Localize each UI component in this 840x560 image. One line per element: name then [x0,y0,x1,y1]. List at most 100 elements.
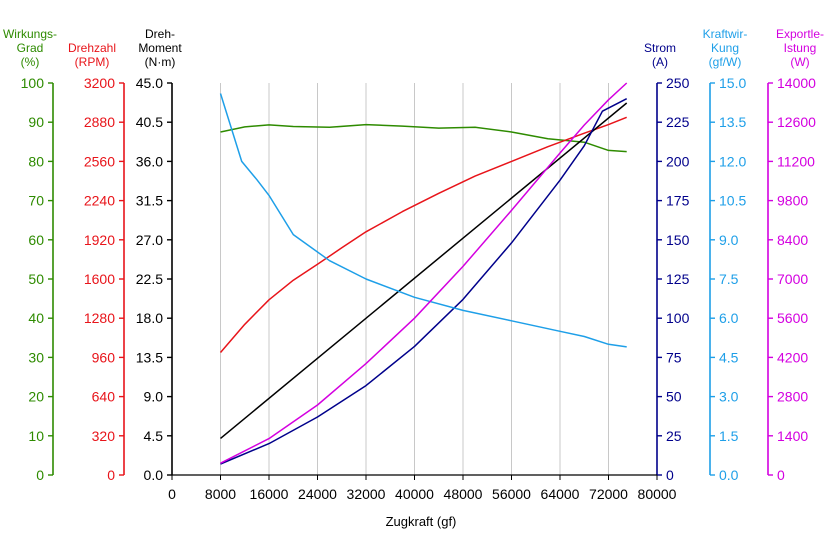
kw-tick-label: 15.0 [719,75,746,91]
eff-tick-label: 90 [28,114,44,130]
eff-tick-label: 50 [28,271,44,287]
rpm-tick-label: 2880 [84,114,115,130]
kw-tick-label: 0.0 [719,467,739,483]
rpm-tick-label: 1920 [84,232,115,248]
power-tick-label: 2800 [777,389,808,405]
current-tick-label: 25 [666,428,682,444]
power-tick-label: 11200 [777,153,815,169]
grid [220,83,658,475]
torque-tick-label: 13.5 [136,349,163,365]
kw-tick-label: 9.0 [719,232,739,248]
rpm-tick-label: 1600 [84,271,115,287]
rpm-tick-label: 2240 [84,193,115,209]
torque-tick-label: 45.0 [136,75,163,91]
torque-tick-label: 18.0 [136,310,163,326]
power-tick-label: 0 [777,467,785,483]
x-tick-label: 72000 [589,486,628,502]
torque-axis-title: (N·m) [145,55,176,69]
current-axis-title: Strom [644,41,676,55]
power-tick-label: 5600 [777,310,808,326]
x-tick-label: 64000 [541,486,580,502]
kw-tick-label: 7.5 [719,271,739,287]
kw-tick-label: 1.5 [719,428,739,444]
x-tick-label: 16000 [250,486,289,502]
rpm-tick-label: 960 [92,349,116,365]
torque-axis-title: Moment [138,41,182,55]
kw-tick-label: 4.5 [719,349,739,365]
power-axis-title: Exportle- [776,27,824,41]
current-tick-label: 150 [666,232,690,248]
kw-tick-label: 3.0 [719,389,739,405]
eff-series-line [220,123,627,153]
rpm-tick-label: 320 [92,428,116,444]
power-tick-label: 12600 [777,114,816,130]
eff-tick-label: 80 [28,153,44,169]
torque-tick-label: 0.0 [144,467,164,483]
x-tick-label: 24000 [298,486,337,502]
x-tick-label: 80000 [638,486,677,502]
current-tick-label: 100 [666,310,690,326]
eff-axis-title: Grad [17,41,44,55]
rpm-tick-label: 640 [92,389,116,405]
torque-axis-title: Dreh- [145,27,175,41]
current-tick-label: 250 [666,75,690,91]
torque-series-line [220,102,628,439]
rpm-tick-label: 3200 [84,75,115,91]
eff-tick-label: 20 [28,389,44,405]
eff-axis-title: (%) [21,55,40,69]
x-tick-label: 48000 [444,486,483,502]
x-tick-label: 56000 [492,486,531,502]
eff-tick-label: 10 [28,428,44,444]
torque-tick-label: 40.5 [136,114,163,130]
power-tick-label: 8400 [777,232,808,248]
torque-tick-label: 4.5 [144,428,164,444]
x-tick-label: 8000 [205,486,236,502]
eff-tick-label: 100 [21,75,45,91]
kw-axis-title: Kung [711,41,739,55]
power-tick-label: 14000 [777,75,816,91]
kw-tick-label: 10.5 [719,193,746,209]
rpm-tick-label: 2560 [84,153,115,169]
current-series-line [220,98,628,465]
current-tick-label: 75 [666,349,682,365]
torque-tick-label: 36.0 [136,153,163,169]
current-tick-label: 225 [666,114,690,130]
power-tick-label: 4200 [777,349,808,365]
current-tick-label: 50 [666,389,682,405]
power-tick-label: 9800 [777,193,808,209]
rpm-tick-label: 1280 [84,310,115,326]
current-axis-title: (A) [652,55,668,69]
kw-tick-label: 12.0 [719,153,746,169]
kw-axis-title: (gf/W) [709,55,742,69]
torque-tick-label: 31.5 [136,193,163,209]
current-tick-label: 200 [666,153,690,169]
rpm-tick-label: 0 [107,467,115,483]
rpm-series-line [219,116,627,353]
axes: 0 10 20 30 40 50 60 70 80 90 100 Wirkungs-Grad(%) 0 3… [3,27,824,483]
eff-axis-title: Wirkungs- [3,27,57,41]
torque-tick-label: 22.5 [136,271,163,287]
rpm-axis-title: Drehzahl [68,41,116,55]
x-tick-label: 40000 [395,486,434,502]
eff-tick-label: 60 [28,232,44,248]
power-tick-label: 7000 [777,271,808,287]
power-axis-title: Istung [784,41,817,55]
torque-tick-label: 9.0 [144,389,164,405]
eff-tick-label: 70 [28,193,44,209]
rpm-axis-title: (RPM) [75,55,110,69]
eff-tick-label: 0 [36,467,44,483]
current-tick-label: 125 [666,271,690,287]
x-axis: 0 8000 16000 24000 32000 40000 48000 56000 64000… [168,474,677,502]
current-tick-label: 175 [666,193,690,209]
power-tick-label: 1400 [777,428,808,444]
kw-tick-label: 6.0 [719,310,739,326]
x-tick-label: 32000 [347,486,386,502]
torque-tick-label: 27.0 [136,232,163,248]
x-tick-label: 0 [168,486,176,502]
kw-axis-title: Kraftwir- [703,27,748,41]
eff-tick-label: 40 [28,310,44,326]
x-axis-title: Zugkraft (gf) [386,514,457,529]
eff-tick-label: 30 [28,349,44,365]
power-series-line [220,82,628,464]
